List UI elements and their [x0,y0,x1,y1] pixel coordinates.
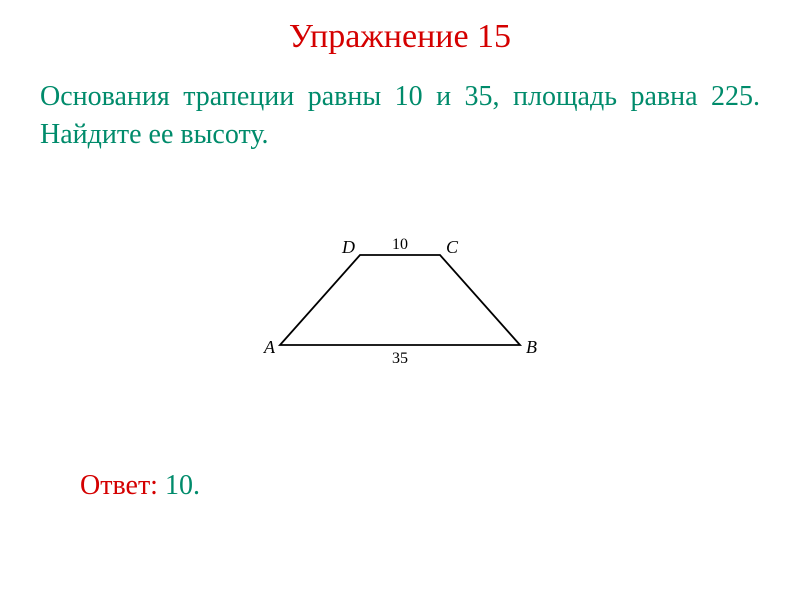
vertex-a-label: A [263,337,276,357]
vertex-b-label: B [526,337,537,357]
answer-period: . [193,470,200,501]
answer-label: Ответ: [80,470,165,501]
problem-statement: Основания трапеции равны 10 и 35, площад… [40,78,760,154]
vertex-c-label: C [446,237,459,257]
answer-line: Ответ: 10. [80,470,200,502]
answer-value: 10 [165,470,193,501]
bottom-base-label: 35 [392,350,408,367]
exercise-title: Упражнение 15 [0,18,800,56]
vertex-d-label: D [341,237,355,257]
trapezoid-shape [280,255,520,345]
top-base-label: 10 [392,236,408,253]
trapezoid-figure: A B C D 10 35 [250,215,550,385]
trapezoid-svg: A B C D 10 35 [250,215,550,385]
slide: Упражнение 15 Основания трапеции равны 1… [0,0,800,600]
